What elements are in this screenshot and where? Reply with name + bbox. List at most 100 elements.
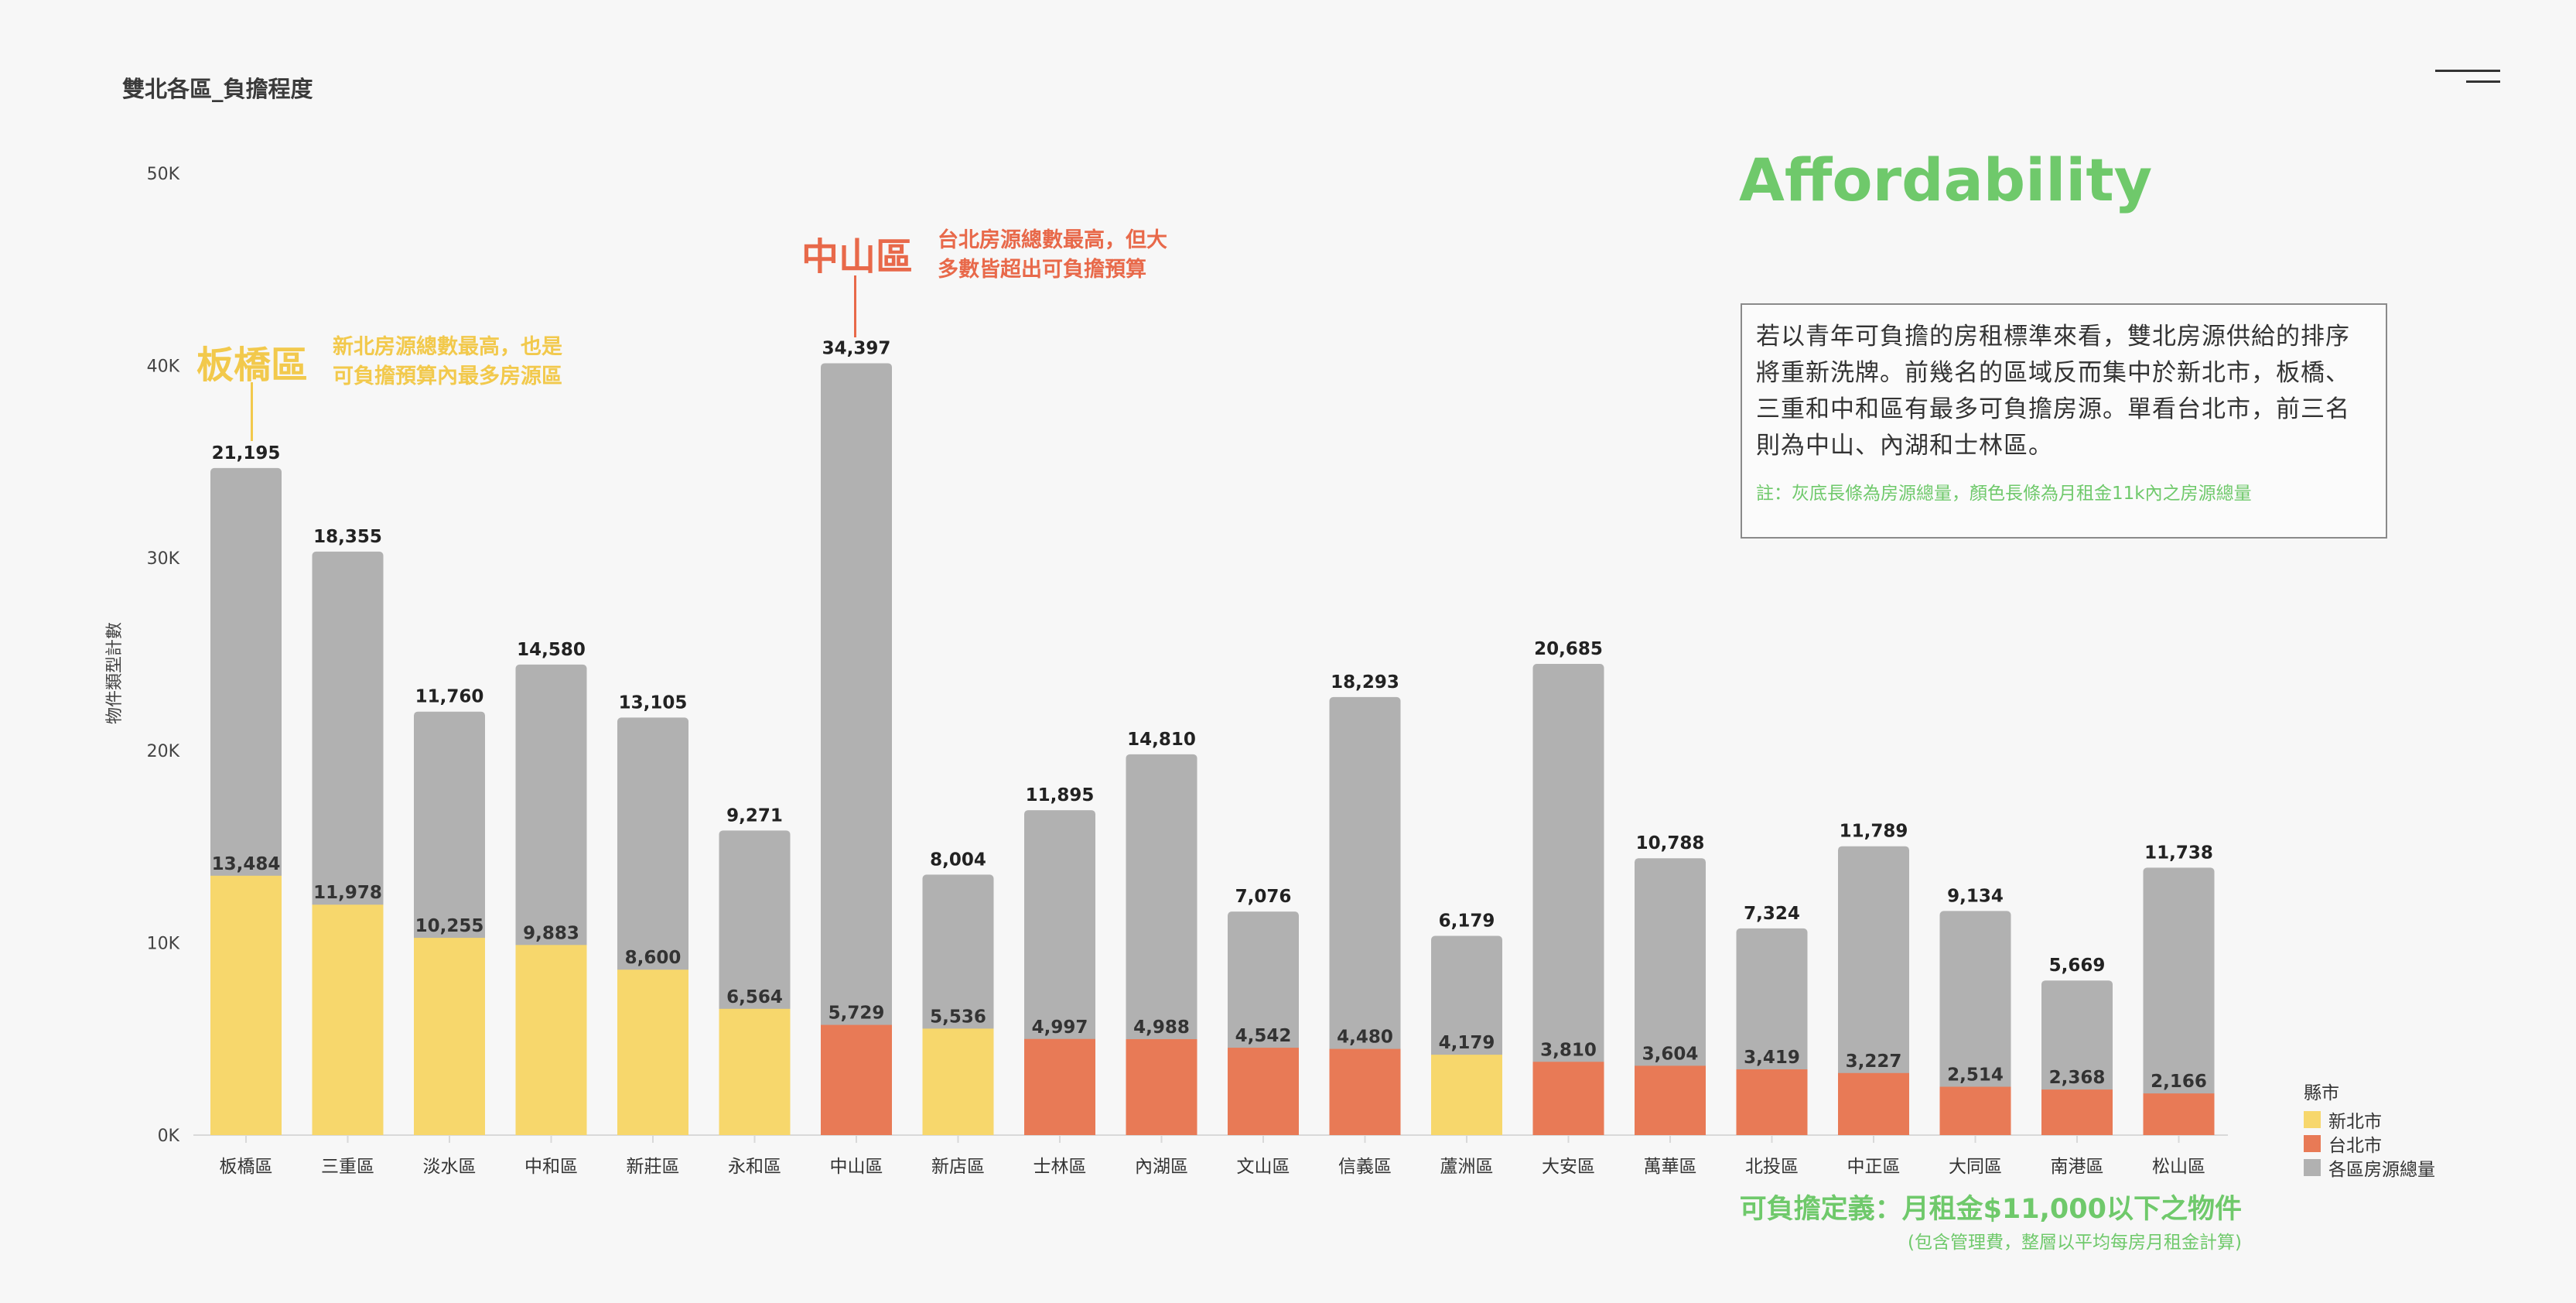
total-value-label: 8,004 <box>930 850 986 870</box>
affordability-definition-note: (包含管理費，整層以平均每房月租金計算) <box>1908 1233 2242 1253</box>
affordable-bar <box>1024 1038 1095 1135</box>
affordable-value-label: 4,542 <box>1235 1026 1292 1046</box>
legend-swatch <box>2304 1134 2321 1152</box>
y-tick-label: 40K <box>147 357 180 377</box>
x-tick-label: 松山區 <box>2152 1157 2205 1177</box>
x-tick-label: 淡水區 <box>423 1157 477 1177</box>
page-title: 雙北各區_負擔程度 <box>122 76 313 102</box>
y-tick-label: 10K <box>147 934 180 953</box>
y-tick-label: 0K <box>158 1127 180 1146</box>
affordable-bar <box>1838 1072 1909 1135</box>
total-value-label: 11,760 <box>415 687 484 707</box>
annotation-banqiao-line2: 可負擔預算內最多房源區 <box>333 364 562 388</box>
affordable-bar <box>617 970 688 1135</box>
affordable-bar <box>312 905 384 1135</box>
affordable-value-label: 5,536 <box>930 1007 986 1027</box>
total-value-label: 13,105 <box>619 693 688 713</box>
total-value-label: 9,271 <box>726 805 783 826</box>
affordable-bar <box>2143 1093 2215 1135</box>
affordable-value-label: 13,484 <box>212 854 281 874</box>
legend-swatch <box>2304 1110 2321 1128</box>
legend-item-new-taipei: 新北市 <box>2304 1107 2435 1132</box>
annotation-zhongshan-line2: 多數皆超出可負擔預算 <box>938 258 1146 282</box>
y-tick-label: 20K <box>147 742 180 761</box>
legend: 縣市 新北市 台北市 各區房源總量 <box>2304 1078 2435 1180</box>
y-tick-label: 50K <box>147 165 180 184</box>
affordable-bar <box>1532 1062 1604 1135</box>
affordable-value-label: 3,419 <box>1744 1048 1800 1068</box>
affordable-value-label: 4,997 <box>1032 1017 1088 1038</box>
affordable-bar <box>922 1028 994 1135</box>
x-tick-label: 文山區 <box>1237 1157 1290 1177</box>
affordable-value-label: 9,883 <box>523 923 579 943</box>
total-value-label: 18,293 <box>1331 672 1399 693</box>
affordable-value-label: 6,564 <box>726 987 783 1007</box>
total-value-label: 10,788 <box>1636 833 1705 853</box>
x-tick-label: 萬華區 <box>1644 1157 1697 1177</box>
affordable-value-label: 3,604 <box>1642 1044 1699 1064</box>
total-bar <box>1532 664 1604 1135</box>
annotation-banqiao-line <box>251 382 253 441</box>
total-value-label: 6,179 <box>1439 911 1495 932</box>
total-value-label: 7,324 <box>1744 904 1800 924</box>
x-tick-label: 內湖區 <box>1135 1157 1188 1177</box>
x-tick-label: 大同區 <box>1949 1157 2002 1177</box>
x-tick-label: 南港區 <box>2051 1157 2104 1177</box>
affordable-value-label: 2,514 <box>1947 1065 2004 1086</box>
affordability-definition: 可負擔定義：月租金$11,000以下之物件 <box>1739 1194 2242 1225</box>
x-tick-label: 中正區 <box>1847 1157 1901 1177</box>
total-value-label: 20,685 <box>1534 639 1603 659</box>
menu-icon[interactable] <box>2435 67 2500 90</box>
y-axis-label: 物件類型計數 <box>105 622 125 724</box>
legend-label: 台北市 <box>2328 1135 2382 1156</box>
total-value-label: 7,076 <box>1235 887 1292 907</box>
affordable-value-label: 3,227 <box>1846 1052 1902 1072</box>
x-tick-label: 新莊區 <box>627 1157 680 1177</box>
affordable-value-label: 4,179 <box>1439 1033 1495 1053</box>
affordable-value-label: 4,988 <box>1133 1017 1190 1038</box>
affordable-bar <box>515 945 587 1135</box>
legend-swatch <box>2304 1158 2321 1176</box>
x-tick-label: 板橋區 <box>220 1157 273 1177</box>
total-value-label: 11,895 <box>1026 785 1095 805</box>
total-value-label: 5,669 <box>2049 956 2106 976</box>
affordable-value-label: 3,810 <box>1540 1040 1597 1060</box>
legend-label: 新北市 <box>2328 1111 2382 1132</box>
annotation-banqiao-line1: 新北房源總數最高，也是 <box>333 335 562 359</box>
affordable-bar <box>1431 1055 1502 1135</box>
affordable-bar <box>414 938 485 1135</box>
affordable-bar <box>1939 1086 2011 1135</box>
total-bar <box>1838 846 1909 1135</box>
affordable-value-label: 8,600 <box>625 948 682 968</box>
legend-item-total: 各區房源總量 <box>2304 1155 2435 1180</box>
affordable-value-label: 4,480 <box>1337 1028 1393 1048</box>
x-tick-label: 蘆洲區 <box>1440 1157 1494 1177</box>
description-box: 若以青年可負擔的房租標準來看，雙北房源供給的排序將重新洗牌。前幾名的區域反而集中… <box>1741 303 2387 539</box>
y-tick-label: 30K <box>147 549 180 569</box>
annotation-banqiao-name: 板橋區 <box>196 344 309 387</box>
x-tick-label: 中山區 <box>830 1157 883 1177</box>
total-bar <box>1939 911 2011 1135</box>
affordable-bar <box>1736 1069 1808 1135</box>
total-bar <box>821 363 892 1135</box>
x-tick-label: 新店區 <box>931 1157 985 1177</box>
affordable-bar <box>1329 1048 1401 1135</box>
total-value-label: 11,738 <box>2144 843 2213 863</box>
x-tick-label: 北投區 <box>1745 1157 1799 1177</box>
annotation-zhongshan-line1: 台北房源總數最高，但大 <box>938 228 1167 252</box>
x-tick-label: 士林區 <box>1033 1157 1087 1177</box>
x-tick-label: 永和區 <box>728 1157 781 1177</box>
affordable-value-label: 2,166 <box>2151 1072 2207 1092</box>
affordable-bar <box>719 1008 791 1135</box>
affordable-value-label: 11,978 <box>313 883 382 903</box>
headline: Affordability <box>1739 145 2153 214</box>
affordable-bar <box>210 875 282 1135</box>
total-value-label: 9,134 <box>1947 886 2004 906</box>
total-value-label: 14,580 <box>517 640 586 660</box>
affordable-bar <box>821 1024 892 1135</box>
description-text: 若以青年可負擔的房租標準來看，雙北房源供給的排序將重新洗牌。前幾名的區域反而集中… <box>1756 323 2350 460</box>
affordable-value-label: 5,729 <box>828 1004 885 1024</box>
affordable-bar <box>1635 1065 1706 1135</box>
description-note: 註：灰底長條為房源總量，顏色長條為月租金11k內之房源總量 <box>1756 484 2252 504</box>
